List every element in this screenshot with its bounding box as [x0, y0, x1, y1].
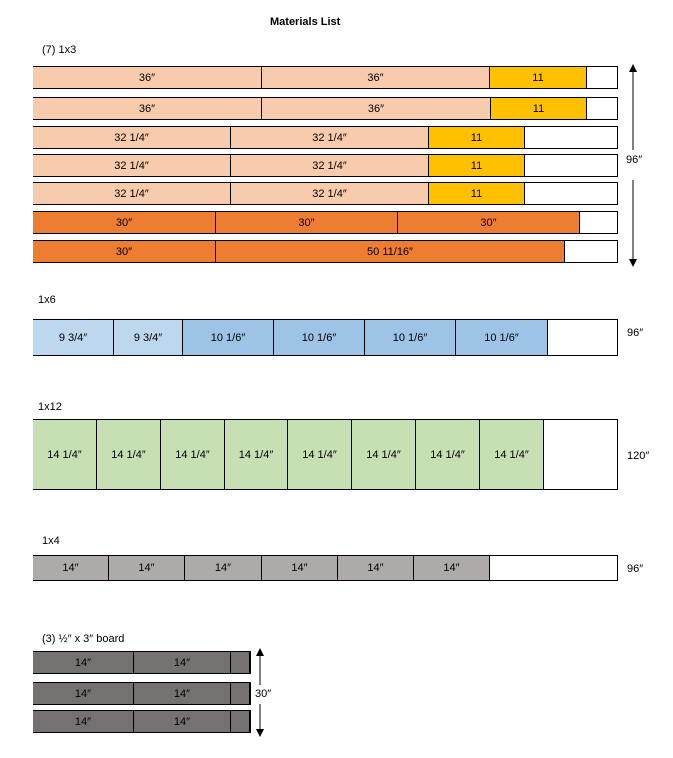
cut-piece: 9 3/4″: [33, 320, 114, 355]
cut-piece: 11: [490, 67, 587, 88]
cut-piece: 10 1/6″: [365, 320, 456, 355]
cut-piece: 14 1/4″: [225, 420, 288, 489]
board: 36″ 36″ 11: [33, 66, 618, 89]
board-length: 96″: [626, 154, 643, 166]
cut-piece: [231, 652, 250, 673]
cut-piece: 11: [491, 98, 587, 119]
board: 32 1/4″ 32 1/4″ 11: [33, 182, 618, 205]
board: 14″ 14″: [33, 651, 251, 674]
cut-piece: 10 1/6″: [183, 320, 274, 355]
cut-piece: 32 1/4″: [33, 127, 231, 148]
board-length: 96″: [627, 563, 644, 575]
cut-piece: 14 1/4″: [161, 420, 225, 489]
board: 36″ 36″ 11: [33, 97, 618, 120]
cut-piece: 14″: [414, 556, 490, 580]
cut-piece: 32 1/4″: [33, 155, 231, 176]
board: 32 1/4″ 32 1/4″ 11: [33, 154, 618, 177]
group-label: (7) 1x3: [42, 44, 77, 56]
cut-piece: 14 1/4″: [352, 420, 416, 489]
group-label: 1x6: [38, 294, 56, 306]
cut-piece: 14 1/4″: [480, 420, 544, 489]
board: 30″ 30″ 30″: [33, 211, 618, 234]
cut-piece: 14 1/4″: [97, 420, 161, 489]
cut-piece: 36″: [33, 98, 262, 119]
board: 32 1/4″ 32 1/4″ 11: [33, 126, 618, 149]
cut-piece: 14 1/4″: [416, 420, 480, 489]
title: Materials List: [270, 16, 341, 28]
cut-piece: 14″: [109, 556, 185, 580]
cut-piece: 30″: [33, 212, 216, 233]
cut-piece: 14 1/4″: [33, 420, 97, 489]
cut-piece: 11: [429, 155, 525, 176]
cut-piece: 10 1/6″: [456, 320, 548, 355]
board: 14″ 14″: [33, 710, 251, 733]
cut-piece: 30″: [216, 212, 398, 233]
cut-piece: 14″: [33, 683, 134, 704]
board-length: 30″: [255, 688, 272, 700]
cut-piece: [231, 683, 250, 704]
cut-piece: [231, 711, 250, 732]
board-length: 120″: [627, 450, 650, 462]
cut-piece: 10 1/6″: [274, 320, 365, 355]
cut-piece: 30″: [398, 212, 580, 233]
cut-piece: 14″: [33, 652, 134, 673]
cut-piece: 36″: [262, 67, 490, 88]
board: 14″ 14″: [33, 682, 251, 705]
cut-piece: 50 11/16″: [216, 241, 565, 262]
cut-piece: 14″: [134, 683, 231, 704]
cut-piece: 11: [429, 183, 525, 204]
cut-piece: 14″: [33, 711, 134, 732]
cut-piece: 36″: [33, 67, 262, 88]
board: 30″ 50 11/16″: [33, 240, 618, 263]
cut-piece: 14″: [134, 652, 231, 673]
cut-piece: 32 1/4″: [231, 155, 429, 176]
cut-piece: 36″: [262, 98, 491, 119]
board: 14 1/4″ 14 1/4″ 14 1/4″ 14 1/4″ 14 1/4″ 14 1/…: [33, 419, 618, 490]
cut-piece: 14″: [134, 711, 231, 732]
board: 14″ 14″ 14″ 14″ 14″ 14″: [33, 555, 618, 581]
group-label: (3) ½″ x 3″ board: [42, 633, 125, 645]
cut-piece: 14″: [33, 556, 109, 580]
cut-piece: 32 1/4″: [231, 127, 429, 148]
board-length: 96″: [627, 327, 644, 339]
group-label: 1x12: [38, 401, 62, 413]
cut-piece: 9 3/4″: [114, 320, 183, 355]
cut-piece: 14 1/4″: [288, 420, 352, 489]
cut-piece: 30″: [33, 241, 216, 262]
cut-piece: 11: [429, 127, 525, 148]
group-label: 1x4: [42, 535, 60, 547]
board: 9 3/4″ 9 3/4″ 10 1/6″ 10 1/6″ 10 1/6″ 10 1/6″: [33, 319, 618, 356]
cut-piece: 32 1/4″: [33, 183, 231, 204]
cut-piece: 14″: [262, 556, 338, 580]
cut-piece: 14″: [185, 556, 262, 580]
cut-piece: 32 1/4″: [231, 183, 429, 204]
cut-piece: 14″: [338, 556, 414, 580]
